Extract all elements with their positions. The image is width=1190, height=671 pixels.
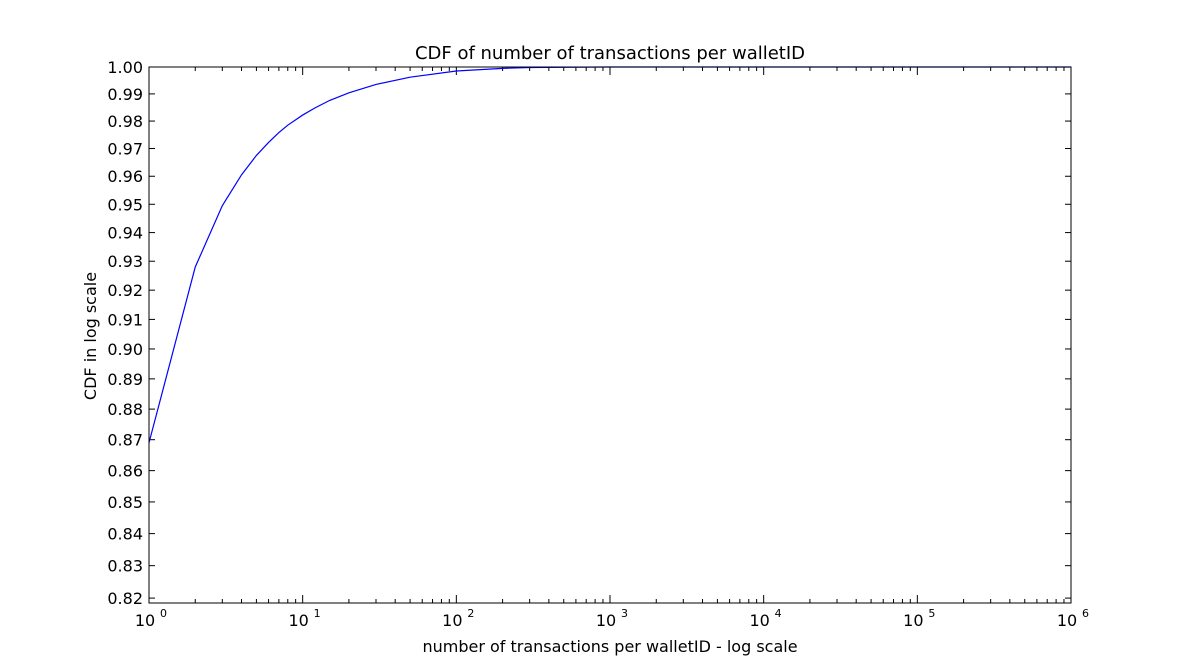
y-axis-label: CDF in log scale <box>81 272 100 400</box>
x-tick-base: 10 <box>288 611 308 630</box>
x-tick-label: 10 <box>749 611 769 630</box>
y-tick-label: 0.83 <box>107 557 143 576</box>
x-tick-base: 10 <box>903 611 923 630</box>
y-tick-label: 0.93 <box>107 252 143 271</box>
series-layer <box>148 66 1071 443</box>
y-tick-label: 0.84 <box>107 525 143 544</box>
x-tick-base: 10 <box>442 611 462 630</box>
x-tick-base: 10 <box>596 611 616 630</box>
y-tick-label: 0.89 <box>107 370 143 389</box>
chart-title: CDF of number of transactions per wallet… <box>415 43 805 64</box>
x-tick-exponent: 3 <box>621 607 628 620</box>
y-tick-label: 0.86 <box>107 462 143 481</box>
y-tick-label: 0.94 <box>107 224 143 243</box>
y-tick-label: 0.95 <box>107 195 143 214</box>
x-tick-label: 10 <box>135 611 155 630</box>
x-tick-label: 10 <box>596 611 616 630</box>
x-tick-exponent: 4 <box>775 607 782 620</box>
plot-frame <box>148 66 1072 604</box>
y-tick-label: 0.97 <box>107 140 143 159</box>
y-tick-label: 0.91 <box>107 310 143 329</box>
y-tick-label: 0.85 <box>107 493 143 512</box>
x-tick-label: 10 <box>288 611 308 630</box>
y-tick-label: 0.98 <box>107 112 143 131</box>
x-tick-base: 10 <box>1057 611 1077 630</box>
x-tick-exponent: 6 <box>1082 607 1089 620</box>
x-tick-base: 10 <box>749 611 769 630</box>
x-tick-exponent: 1 <box>314 607 321 620</box>
x-tick-base: 10 <box>135 611 155 630</box>
cdf-series-line <box>148 66 1071 443</box>
x-tick-label: 10 <box>1057 611 1077 630</box>
x-tick-exponent: 2 <box>467 607 474 620</box>
y-tick-label: 1.00 <box>107 58 143 77</box>
x-tick-label: 10 <box>442 611 462 630</box>
y-tick-label: 0.88 <box>107 400 143 419</box>
x-tick-label: 10 <box>903 611 923 630</box>
y-axis: 1.00 0.99 0.98 0.97 0.96 0.95 0.94 0.93 0.92 0.91… <box>107 58 1071 608</box>
y-tick-label: 0.87 <box>107 431 143 450</box>
y-tick-label: 0.90 <box>107 340 143 359</box>
x-axis: 10 0 10 1 10 2 10 3 10 4 10 5 10 6 <box>135 67 1089 630</box>
y-tick-label: 0.99 <box>107 85 143 104</box>
x-tick-exponent: 5 <box>928 607 935 620</box>
y-tick-label: 0.96 <box>107 167 143 186</box>
y-tick-label: 0.82 <box>107 589 143 608</box>
y-tick-label: 0.92 <box>107 281 143 300</box>
x-tick-exponent: 0 <box>160 607 167 620</box>
x-axis-label: number of transactions per walletID - lo… <box>422 637 797 656</box>
